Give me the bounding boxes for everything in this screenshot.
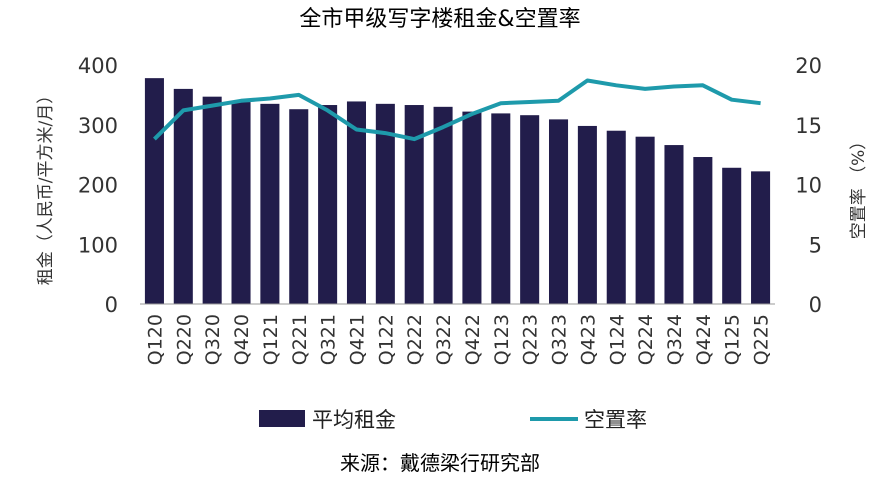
bar-Q125 — [722, 167, 742, 304]
legend: 平均租金 空置率 — [259, 408, 647, 432]
x-tick-label: Q221 — [289, 314, 311, 365]
bar-Q120 — [144, 78, 164, 305]
legend-bar-label: 平均租金 — [312, 408, 396, 432]
x-tick-label: Q320 — [202, 314, 224, 365]
bar-Q423 — [577, 125, 597, 304]
x-tick-label: Q225 — [751, 314, 773, 365]
x-tick-label: Q323 — [549, 314, 571, 365]
x-tick-label: Q421 — [347, 314, 369, 365]
chart-title: 全市甲级写字楼租金&空置率 — [299, 7, 580, 32]
left-y-tick-label: 300 — [78, 114, 118, 138]
right-y-tick-label: 0 — [809, 293, 822, 317]
x-tick-label: Q220 — [173, 314, 195, 365]
bar-Q221 — [289, 109, 309, 304]
x-tick-label: Q223 — [520, 314, 542, 365]
x-tick-label: Q124 — [606, 314, 628, 365]
bar-Q123 — [491, 113, 511, 305]
vacancy-rate-line — [152, 78, 761, 142]
legend-line-label: 空置率 — [584, 408, 647, 432]
x-tick-label: Q121 — [260, 314, 282, 365]
legend-bar-swatch — [259, 410, 305, 427]
x-tick-label: Q420 — [231, 314, 253, 365]
left-y-axis-title: 租金（人民币/平方米/月） — [36, 87, 56, 285]
bar-Q424 — [693, 157, 713, 304]
left-y-tick-label: 100 — [78, 233, 118, 257]
bar-Q321 — [318, 105, 338, 304]
bar-Q324 — [664, 145, 684, 304]
bar-Q121 — [260, 103, 280, 305]
x-tick-label: Q120 — [144, 314, 166, 365]
right-y-tick-label: 5 — [809, 233, 822, 257]
x-tick-label: Q322 — [433, 314, 455, 365]
left-y-tick-label: 200 — [78, 174, 118, 198]
x-axis-ticks: Q120 Q220 Q320 Q420 Q121 Q221 Q321 Q421 Q122 Q222… — [144, 314, 772, 365]
x-tick-label: Q423 — [577, 314, 599, 365]
bar-Q420 — [231, 102, 251, 304]
x-tick-label: Q224 — [635, 314, 657, 365]
source-note: 来源：戴德梁行研究部 — [340, 451, 540, 475]
x-tick-label: Q321 — [318, 314, 340, 365]
left-y-tick-label: 0 — [105, 293, 118, 317]
bar-Q224 — [635, 136, 655, 304]
bar-Q223 — [520, 115, 540, 304]
x-tick-label: Q422 — [462, 314, 484, 365]
bar-Q422 — [462, 111, 482, 304]
bar-Q323 — [548, 119, 569, 304]
bar-Q320 — [202, 96, 222, 304]
bar-Q225 — [751, 171, 771, 304]
bar-Q122 — [375, 103, 395, 305]
bar-series — [144, 78, 771, 305]
left-y-tick-label: 400 — [78, 54, 118, 78]
x-tick-label: Q424 — [693, 314, 715, 365]
bar-Q222 — [404, 105, 424, 304]
bar-Q421 — [346, 101, 367, 304]
x-tick-label: Q324 — [664, 314, 686, 365]
bar-Q124 — [606, 130, 626, 304]
right-y-tick-label: 20 — [795, 54, 822, 78]
x-tick-label: Q122 — [375, 314, 397, 365]
right-y-axis-title: 空置率 （%） — [849, 133, 869, 240]
x-tick-label: Q123 — [491, 314, 513, 365]
right-y-tick-label: 10 — [795, 174, 822, 198]
x-tick-label: Q222 — [404, 314, 426, 365]
bar-Q322 — [433, 106, 453, 304]
left-y-axis-ticks: 0 100 200 300 400 — [78, 54, 118, 317]
right-y-tick-label: 15 — [795, 114, 822, 138]
bar-Q220 — [173, 88, 193, 305]
x-tick-label: Q125 — [722, 314, 744, 365]
right-y-axis-ticks: 0 5 10 15 20 — [795, 54, 822, 317]
